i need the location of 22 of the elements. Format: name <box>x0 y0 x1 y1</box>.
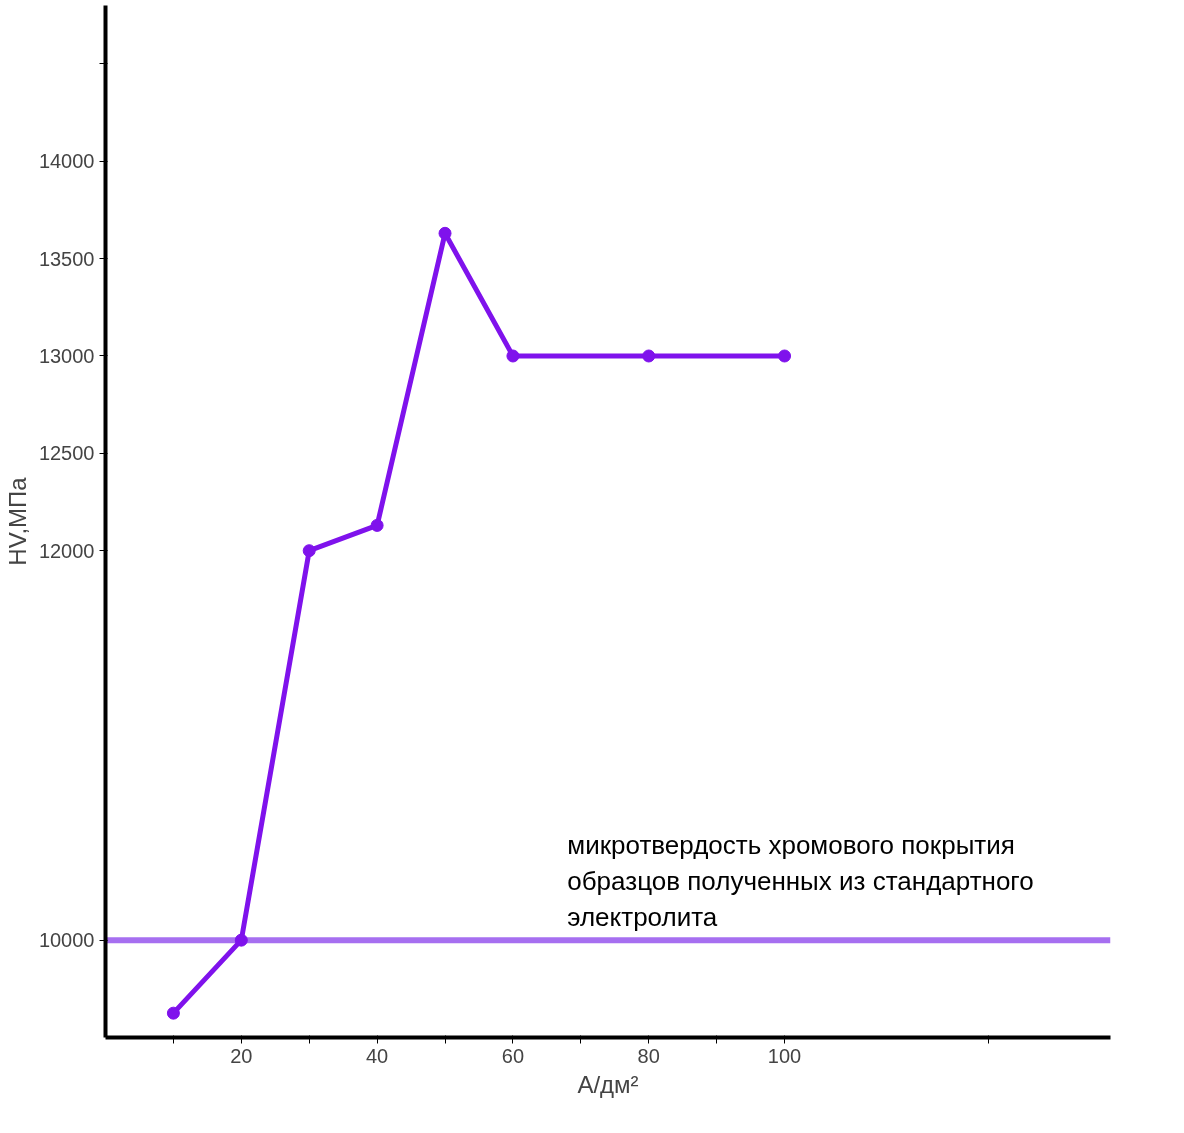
x-tick-label: 80 <box>637 1044 660 1067</box>
y-tick-label: 12000 <box>38 539 95 562</box>
point <box>234 933 248 947</box>
ref-line-label: микротвердость хромового покрытия образцов полученных из стандартного электролита <box>567 830 1034 933</box>
point <box>778 349 792 363</box>
y-axis-title: HV,МПа <box>3 476 31 566</box>
y-tick-label: 13500 <box>38 247 95 270</box>
x-tick-label: 60 <box>501 1044 525 1067</box>
x-tick-label: 20 <box>230 1044 253 1067</box>
x-tick-label: 100 <box>767 1044 802 1067</box>
point <box>370 518 384 532</box>
point <box>506 349 520 363</box>
y-tick-label: 13000 <box>38 344 95 367</box>
y-tick-label: 14000 <box>38 150 95 173</box>
point <box>166 1006 180 1020</box>
point <box>438 226 452 240</box>
y-tick-label: 10000 <box>38 929 95 952</box>
point <box>642 349 656 363</box>
x-axis-title: А/дм² <box>577 1070 639 1098</box>
x-tick-label: 40 <box>366 1044 389 1067</box>
y-tick-label: 12500 <box>38 442 95 465</box>
point <box>302 544 316 558</box>
